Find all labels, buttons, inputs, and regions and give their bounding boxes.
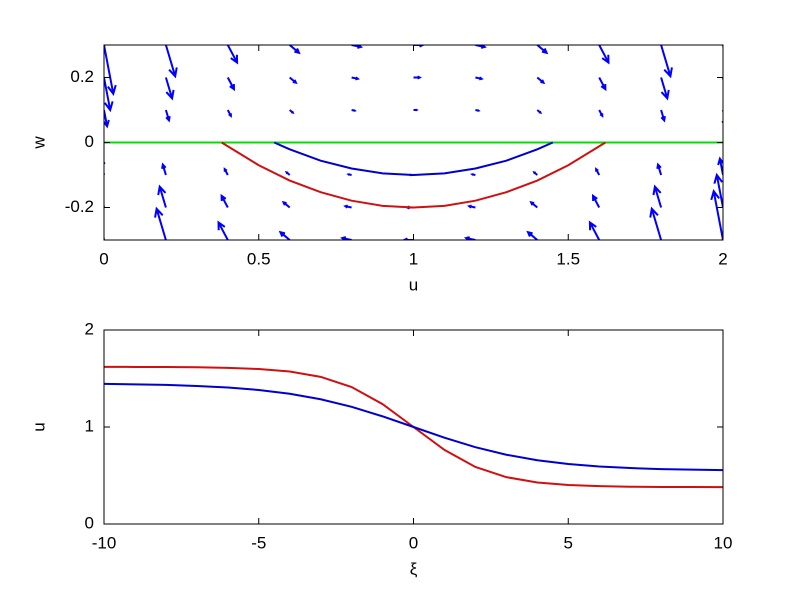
quiver-arrow (413, 45, 426, 48)
quiver-arrow (598, 109, 604, 118)
quiver-arrow (588, 220, 601, 240)
x-axis-label: u (409, 275, 418, 294)
y-tick-label: 2 (85, 319, 94, 338)
quiver-arrow (652, 184, 663, 208)
quiver-arrow (104, 45, 117, 96)
quiver-arrow (281, 200, 291, 209)
x-tick-label: 0.5 (247, 249, 271, 268)
quiver-arrow (343, 204, 352, 209)
quiver-arrow (598, 77, 607, 92)
x-tick-label: 0 (409, 533, 418, 552)
quiver-arrow (226, 45, 239, 65)
quiver-arrow (660, 109, 666, 123)
quiver-arrow (164, 45, 178, 79)
x-tick-label: 1.5 (556, 249, 580, 268)
x-tick-label: 1 (409, 249, 418, 268)
quiver-arrow (164, 77, 175, 101)
quiver-arrow (289, 109, 295, 115)
quiver-arrow (713, 172, 723, 208)
x-tick-label: -5 (251, 533, 266, 552)
quiver-arrow (529, 200, 538, 209)
quiver-arrow (157, 184, 167, 208)
quiver-arrow (591, 193, 601, 208)
quiver-arrow (220, 193, 229, 208)
quiver-arrow (351, 109, 357, 112)
quiver-arrow (595, 167, 601, 176)
plot-area (104, 45, 723, 240)
quiver-arrow (154, 206, 167, 240)
series-line (104, 382, 723, 472)
quiver-arrow (532, 170, 538, 176)
quiver-arrow (217, 220, 229, 240)
y-tick-label: 1 (85, 416, 94, 435)
quiver-arrow (660, 77, 670, 101)
quiver-arrow (104, 77, 114, 113)
quiver-arrow (164, 109, 171, 123)
quiver-arrow (475, 109, 481, 112)
quiver-arrow (536, 76, 546, 85)
quiver-arrow (413, 108, 419, 112)
x-tick-label: 10 (714, 533, 733, 552)
quiver-arrow (289, 45, 301, 55)
y-axis-label: u (29, 422, 48, 431)
plot-area (104, 365, 723, 489)
quiver-arrow (467, 204, 476, 209)
y-tick-label: -0.2 (65, 197, 94, 216)
quiver-arrow (289, 76, 298, 85)
quiver-arrow (284, 170, 291, 176)
quiver-arrow (660, 45, 673, 79)
series-line (221, 141, 606, 209)
y-tick-label: 0.2 (70, 67, 94, 86)
quiver-arrow (649, 206, 663, 240)
quiver-arrow (526, 230, 538, 240)
quiver-arrow (470, 173, 476, 176)
x-tick-label: -10 (92, 533, 117, 552)
y-axis-label: w (29, 136, 48, 150)
quiver-arrow (223, 167, 229, 176)
x-axis-label: ξ (410, 559, 418, 578)
quiver-arrow (598, 45, 610, 65)
quiver-arrow (710, 189, 723, 240)
quiver-arrow (536, 109, 543, 115)
quiver-arrow (278, 230, 291, 240)
series-line (273, 141, 554, 177)
y-tick-label: 0 (85, 132, 94, 151)
quiver-arrow (656, 162, 663, 176)
quiver-arrow (226, 77, 236, 92)
quiver-arrow (536, 45, 549, 55)
quiver-arrow (413, 75, 422, 80)
x-tick-label: 2 (718, 249, 727, 268)
quiver-arrow (346, 173, 352, 176)
quiver-arrow (401, 237, 414, 240)
y-tick-label: 0 (85, 513, 94, 532)
quiver-arrow (351, 76, 360, 81)
quiver-arrow (226, 109, 232, 118)
quiver-arrow (161, 162, 167, 176)
x-tick-label: 5 (564, 533, 573, 552)
quiver-arrow (475, 76, 484, 81)
x-tick-label: 0 (99, 249, 108, 268)
